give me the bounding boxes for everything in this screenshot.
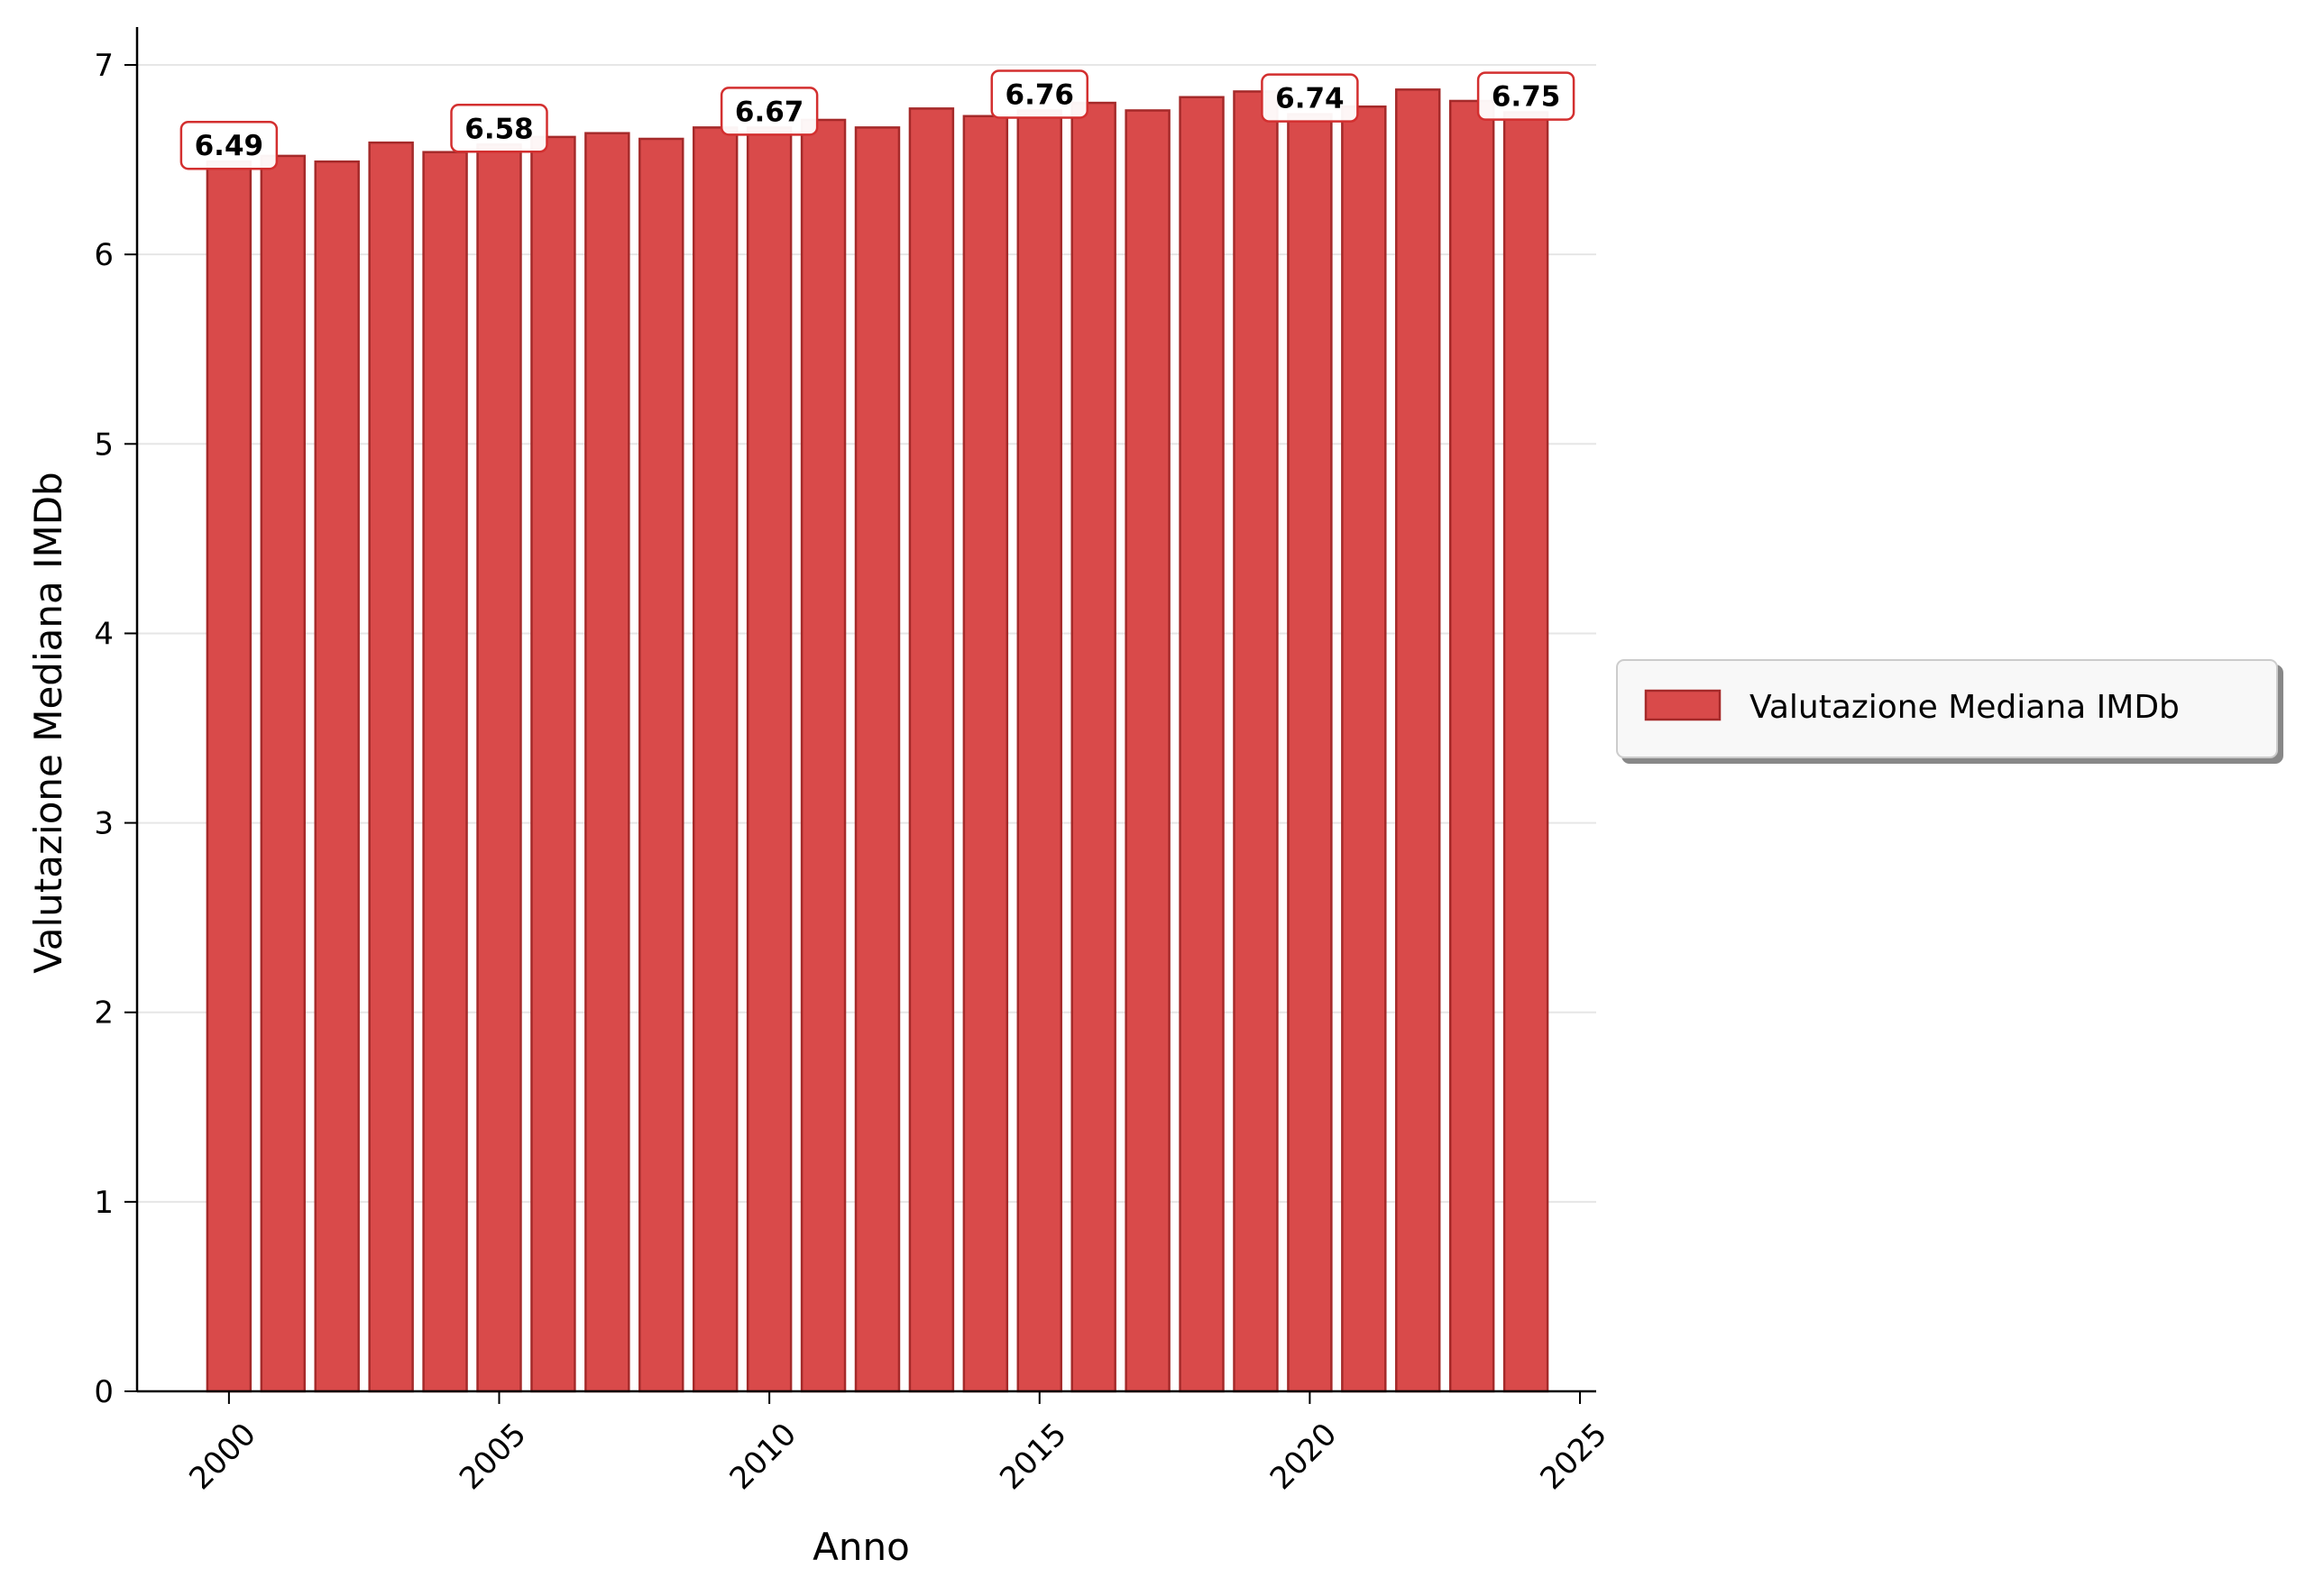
value-label-box: [720, 87, 819, 136]
value-label-text: 6.75: [1492, 81, 1561, 114]
bar-2020: [1287, 113, 1333, 1393]
value-label-2000: 6.49: [179, 120, 279, 170]
x-tick-label: 2005: [453, 1417, 533, 1497]
value-label-text: 6.74: [1275, 83, 1345, 115]
y-tick-label: 5: [94, 427, 114, 463]
value-label-box: [1261, 73, 1359, 123]
bar-2006: [530, 135, 576, 1393]
y-tick-label: 2: [94, 995, 114, 1032]
bar-2010: [746, 126, 793, 1393]
y-tick-label: 6: [94, 237, 114, 273]
legend-label: Valutazione Mediana IMDb: [1749, 689, 2180, 726]
bar-2018: [1179, 96, 1225, 1393]
bar-2004: [422, 151, 468, 1393]
y-tick-label: 1: [94, 1185, 114, 1221]
bar-2013: [908, 107, 955, 1393]
legend-swatch: [1644, 689, 1722, 721]
value-label-2015: 6.76: [990, 69, 1089, 119]
bar-2019: [1233, 90, 1279, 1393]
value-label-2024: 6.75: [1476, 71, 1575, 121]
bar-2023: [1448, 99, 1495, 1393]
y-tick-label: 4: [94, 616, 114, 652]
bar-2005: [476, 143, 522, 1393]
bars: [206, 88, 1549, 1393]
bar-2016: [1070, 101, 1116, 1393]
bar-2008: [638, 137, 684, 1393]
x-axis-label: Anno: [813, 1525, 910, 1569]
bar-2001: [260, 154, 307, 1393]
x-tick-label: 2010: [723, 1417, 804, 1497]
bar-2024: [1502, 111, 1549, 1393]
value-label-text: 6.67: [735, 96, 804, 128]
bar-2007: [584, 132, 630, 1393]
x-tick-label: 2000: [182, 1417, 262, 1497]
bar-2014: [962, 115, 1009, 1393]
value-label-2020: 6.74: [1261, 73, 1359, 123]
x-tick-label: 2020: [1263, 1417, 1344, 1497]
bar-2003: [368, 141, 414, 1393]
bar-2009: [692, 126, 739, 1393]
x-tick-label: 2015: [993, 1417, 1073, 1497]
value-label-box: [450, 104, 548, 153]
value-label-box: [179, 120, 279, 170]
y-axis-label: Valutazione Mediana IMDb: [26, 472, 70, 973]
bar-2000: [206, 160, 253, 1393]
bar-2011: [800, 118, 847, 1393]
legend-box: [1616, 659, 2278, 758]
bar-2021: [1341, 105, 1387, 1393]
value-label-text: 6.76: [1006, 78, 1075, 111]
bar-2012: [854, 126, 901, 1393]
value-label-2010: 6.67: [720, 87, 819, 136]
bar-2017: [1125, 109, 1171, 1393]
bar-2002: [314, 160, 360, 1393]
legend: Valutazione Mediana IMDb: [1616, 659, 2278, 758]
y-tick-label: 0: [94, 1374, 114, 1410]
value-label-text: 6.58: [464, 113, 534, 145]
value-label-2005: 6.58: [450, 104, 548, 153]
y-tick-label: 3: [94, 806, 114, 842]
value-label-box: [1476, 71, 1575, 121]
value-annotations: 6.49 6.58 6.67 6.76 6.74 6.75: [179, 69, 1575, 170]
y-tick-label: 7: [94, 48, 114, 84]
bar-2022: [1395, 88, 1441, 1393]
bar-2015: [1016, 109, 1062, 1393]
value-label-text: 6.49: [195, 130, 264, 162]
x-tick-label: 2025: [1533, 1417, 1613, 1497]
value-label-box: [990, 69, 1089, 119]
